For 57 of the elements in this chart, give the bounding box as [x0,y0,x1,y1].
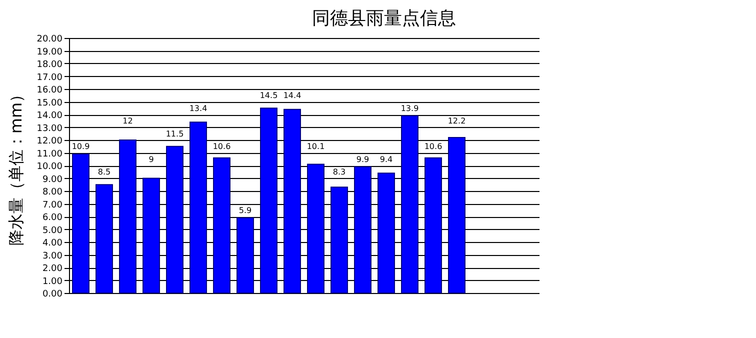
y-tick-label: 16.00 [36,86,63,96]
y-tick-label: 1.00 [42,276,63,287]
data-label: 10.1 [306,142,325,152]
y-tick-label: 0.00 [42,290,63,300]
bar [354,166,372,294]
data-label: 9.4 [380,154,393,164]
y-tick-label: 8.00 [42,188,63,198]
bar [72,154,90,294]
bar [284,108,301,294]
data-label: 10.6 [424,142,442,152]
y-tick-label: 19.00 [36,47,63,58]
y-tick-label: 17.00 [36,72,63,83]
y-tick-label: 3.00 [42,251,63,262]
bar [190,122,207,294]
y-tick-label: 10.00 [36,162,63,172]
bar [142,178,160,294]
bar [236,217,254,294]
data-label: 8.3 [332,168,346,177]
y-tick-label: 2.00 [42,264,63,274]
data-label: 13.9 [400,104,419,113]
bar [260,108,278,294]
y-tick-label: 6.00 [42,213,63,223]
data-label: 12.2 [448,116,466,126]
y-tick-label: 11.00 [36,149,63,160]
bar [448,136,466,294]
data-label: 12 [122,116,133,126]
chart-title: 同德县雨量点信息 [312,8,456,29]
bar [119,140,136,294]
data-label: 11.5 [166,129,184,138]
data-label: 14.4 [283,91,302,100]
y-tick-label: 13.00 [36,124,63,134]
y-tick-label: 18.00 [36,60,63,70]
y-tick-label: 9.00 [42,174,63,185]
bar [330,186,348,294]
data-label: 10.9 [72,142,90,152]
data-label: 5.9 [238,206,252,215]
data-label: 9.9 [356,154,370,164]
y-tick-label: 14.00 [36,111,63,121]
data-label: 8.5 [98,168,111,177]
data-label: 13.4 [189,104,208,113]
bar [96,184,113,294]
y-tick-label: 12.00 [36,136,63,146]
bar [166,146,184,294]
data-label: 9 [148,154,154,164]
bar [401,115,418,294]
bar [424,157,442,294]
bar [213,157,230,294]
data-label: 14.5 [260,91,278,100]
y-tick-label: 5.00 [42,226,63,236]
bar [307,164,324,294]
y-tick-label: 7.00 [42,200,63,210]
y-tick-label: 15.00 [36,98,63,108]
data-label: 10.6 [212,142,231,152]
y-tick-label: 4.00 [42,238,63,248]
y-tick-label: 20.00 [36,34,63,44]
bar [378,172,395,294]
y-axis-title: 降水量（单位：mm） [6,86,26,246]
